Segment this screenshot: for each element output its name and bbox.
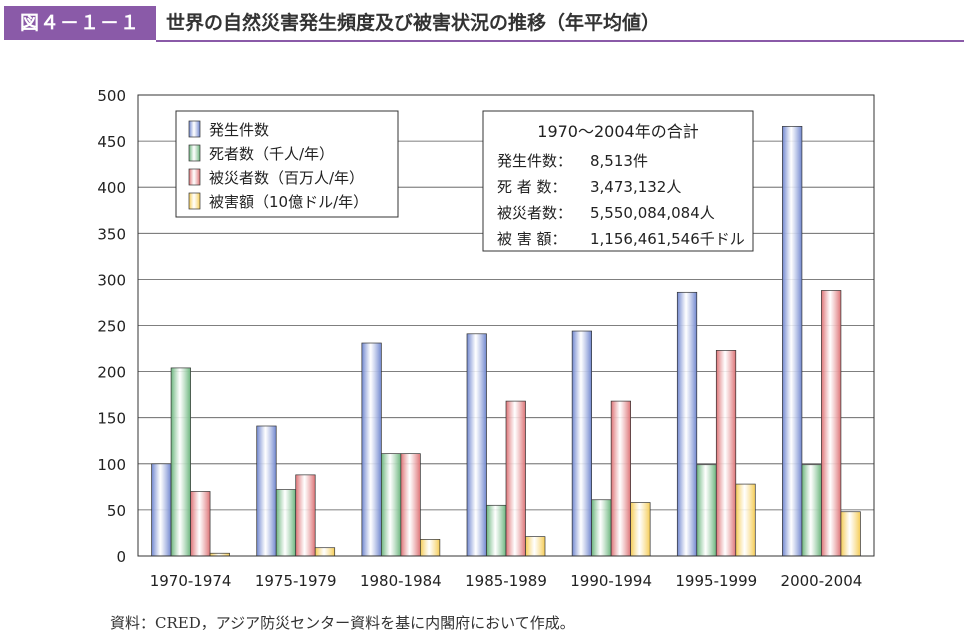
legend-label: 被害額（10億ドル/年） <box>209 193 368 211</box>
bar <box>840 511 861 557</box>
bar <box>361 342 382 557</box>
summary-row-value: 3,473,132人 <box>590 178 681 196</box>
legend-swatch <box>188 120 201 138</box>
bar <box>525 536 546 557</box>
bar <box>630 502 651 557</box>
y-tick-label: 150 <box>97 410 126 428</box>
x-tick-label: 1990-1994 <box>570 572 652 590</box>
y-tick-label: 500 <box>97 87 126 105</box>
x-tick-label: 1985-1989 <box>465 572 547 590</box>
summary-row-label: 被 害 額： <box>497 230 567 248</box>
y-tick-label: 100 <box>97 456 126 474</box>
bar <box>381 453 402 557</box>
y-tick-label: 0 <box>116 548 126 566</box>
x-tick-label: 2000-2004 <box>781 572 863 590</box>
bar <box>591 499 612 557</box>
bar <box>400 453 421 557</box>
summary-row-value: 8,513件 <box>590 152 648 170</box>
bar <box>275 489 297 557</box>
bar <box>715 350 737 557</box>
figure-header: 図４－１－１ 世界の自然災害発生頻度及び被害状況の推移（年平均値） <box>0 0 970 44</box>
bar <box>151 463 172 557</box>
bar <box>505 400 526 557</box>
bar <box>610 400 631 557</box>
summary-row-label: 死 者 数： <box>497 178 567 196</box>
bar <box>420 539 441 557</box>
y-tick-label: 400 <box>97 179 126 197</box>
y-tick-label: 50 <box>107 502 126 520</box>
legend-label: 死者数（千人/年） <box>209 145 334 163</box>
bar <box>295 474 316 557</box>
y-axis-ticks: 0 50 100 150 200 250 300 350 400 450 500 <box>97 87 126 566</box>
bar <box>190 491 211 557</box>
bar <box>571 330 592 557</box>
y-tick-label: 200 <box>97 364 126 382</box>
bar <box>314 547 336 557</box>
y-tick-label: 250 <box>97 318 126 336</box>
bar <box>256 425 277 557</box>
legend-swatch <box>188 168 201 186</box>
legend-swatch <box>188 144 201 162</box>
bar <box>466 333 487 557</box>
legend-swatch <box>188 192 201 210</box>
bar <box>782 125 803 557</box>
legend-box <box>175 110 399 218</box>
summary-frame <box>482 110 754 252</box>
summary-row-label: 被災者数： <box>497 204 572 222</box>
bar <box>821 290 842 557</box>
summary-title: 1970～2004年の合計 <box>537 122 698 141</box>
bar <box>801 464 822 557</box>
legend-label: 発生件数 <box>209 121 269 139</box>
y-tick-label: 350 <box>97 225 126 243</box>
bars <box>151 125 861 557</box>
bar <box>170 367 191 557</box>
bar <box>696 464 717 557</box>
header-underline <box>156 40 964 42</box>
x-tick-label: 1970-1974 <box>150 572 232 590</box>
summary-row-value: 1,156,461,546千ドル <box>590 230 745 248</box>
x-axis-ticks: 1970-1974 1975-1979 1980-1984 1985-1989 1990… <box>150 572 863 590</box>
summary-row-value: 5,550,084,084人 <box>590 204 715 222</box>
y-tick-label: 300 <box>97 271 126 289</box>
bar <box>676 291 698 557</box>
legend-label: 被災者数（百万人/年） <box>209 169 364 187</box>
x-tick-label: 1995-1999 <box>675 572 757 590</box>
x-tick-label: 1980-1984 <box>360 572 442 590</box>
source-note: 資料：CRED，アジア防災センター資料を基に内閣府において作成。 <box>110 614 575 632</box>
x-tick-label: 1975-1979 <box>255 572 337 590</box>
figure-title: 世界の自然災害発生頻度及び被害状況の推移（年平均値） <box>166 12 661 34</box>
plot-frame <box>137 94 875 557</box>
figure-number-badge: 図４－１－１ <box>4 6 156 40</box>
bar <box>486 504 507 557</box>
bar <box>735 483 756 557</box>
summary-row-label: 発生件数： <box>497 152 572 170</box>
y-tick-label: 450 <box>97 133 126 151</box>
